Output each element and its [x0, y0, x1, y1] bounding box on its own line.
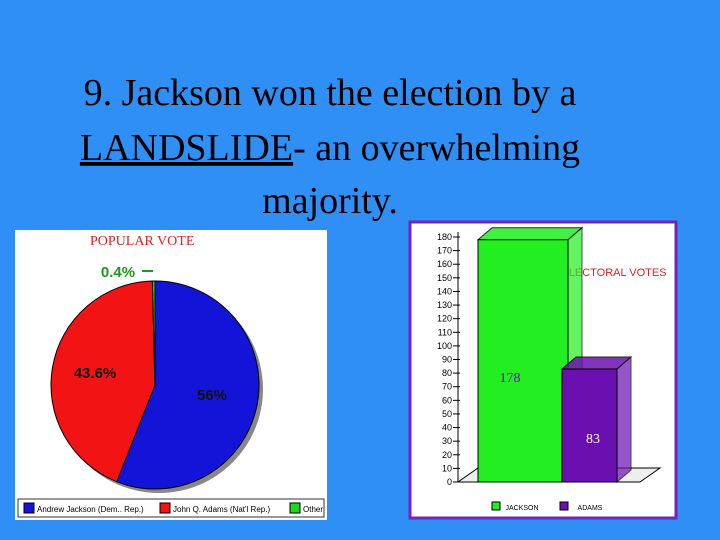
title-text: - an overwhelming	[293, 127, 580, 169]
data-label: 0.4%	[101, 264, 135, 281]
slide-title-line: majority.	[262, 180, 398, 222]
y-tick-label: 180	[437, 232, 452, 242]
y-tick-label: 70	[442, 382, 452, 392]
y-tick-label: 60	[442, 395, 452, 405]
category-swatch	[559, 501, 569, 511]
y-tick-label: 170	[437, 246, 452, 256]
y-tick-label: 90	[442, 355, 452, 365]
y-tick-label: 130	[437, 300, 452, 310]
x-tick-label: ADAMS	[578, 505, 603, 512]
legend-entry: John Q. Adams (Nat'l Rep.)	[173, 505, 270, 514]
bar	[561, 368, 618, 483]
data-label: 178	[500, 371, 521, 386]
y-tick-label: 20	[442, 450, 452, 460]
y-tick-label: 80	[442, 368, 452, 378]
legend-swatch	[289, 502, 301, 514]
bar-chart: 0 10 20 30 40 50 60 70 80 90 100 110 120 130 140 150 160…	[437, 226, 667, 512]
chart-title: POPULAR VOTE	[90, 234, 194, 249]
bar	[477, 239, 569, 483]
legend-entry: Andrew Jackson (Dem.. Rep.)	[37, 505, 144, 514]
slide-title-line: 9. Jackson won the election by a	[84, 72, 577, 114]
data-label: 83	[586, 432, 600, 447]
x-tick-label: JACKSON	[505, 505, 538, 512]
bar-top	[476, 227, 584, 241]
chart-title: ELECTORAL VOTES	[561, 267, 666, 279]
y-tick-label: 160	[437, 259, 452, 269]
y-tick-label: 120	[437, 314, 452, 324]
y-tick-label: 140	[437, 286, 452, 296]
y-tick-label: 10	[442, 463, 452, 473]
y-tick-label: 110	[438, 327, 452, 337]
y-tick-label: 50	[442, 409, 452, 419]
pie-slice	[116, 280, 260, 490]
y-tick-label: 150	[437, 273, 452, 283]
pie-chart: POPULAR VOTE 56% 43.6% 0.4% Andrew Jackson (…	[17, 234, 325, 518]
data-label: 56%	[197, 387, 227, 404]
data-label: 43.6%	[74, 365, 117, 382]
slide-title-line: LANDSLIDE- an overwhelming	[80, 127, 580, 169]
y-tick-label: 30	[442, 436, 452, 446]
bar-side	[616, 355, 632, 484]
y-tick-label: 0	[447, 477, 452, 487]
legend-swatch	[23, 502, 35, 514]
pie-slice	[151, 280, 156, 386]
emphasis: LANDSLIDE	[80, 127, 293, 169]
y-tick-label: 100	[437, 341, 452, 351]
category-swatch	[491, 501, 501, 511]
legend-box	[17, 498, 325, 518]
legend-entry: Other	[303, 505, 323, 514]
legend-swatch	[159, 502, 171, 514]
y-tick-label: 40	[442, 423, 452, 433]
pie-slice	[50, 280, 156, 483]
